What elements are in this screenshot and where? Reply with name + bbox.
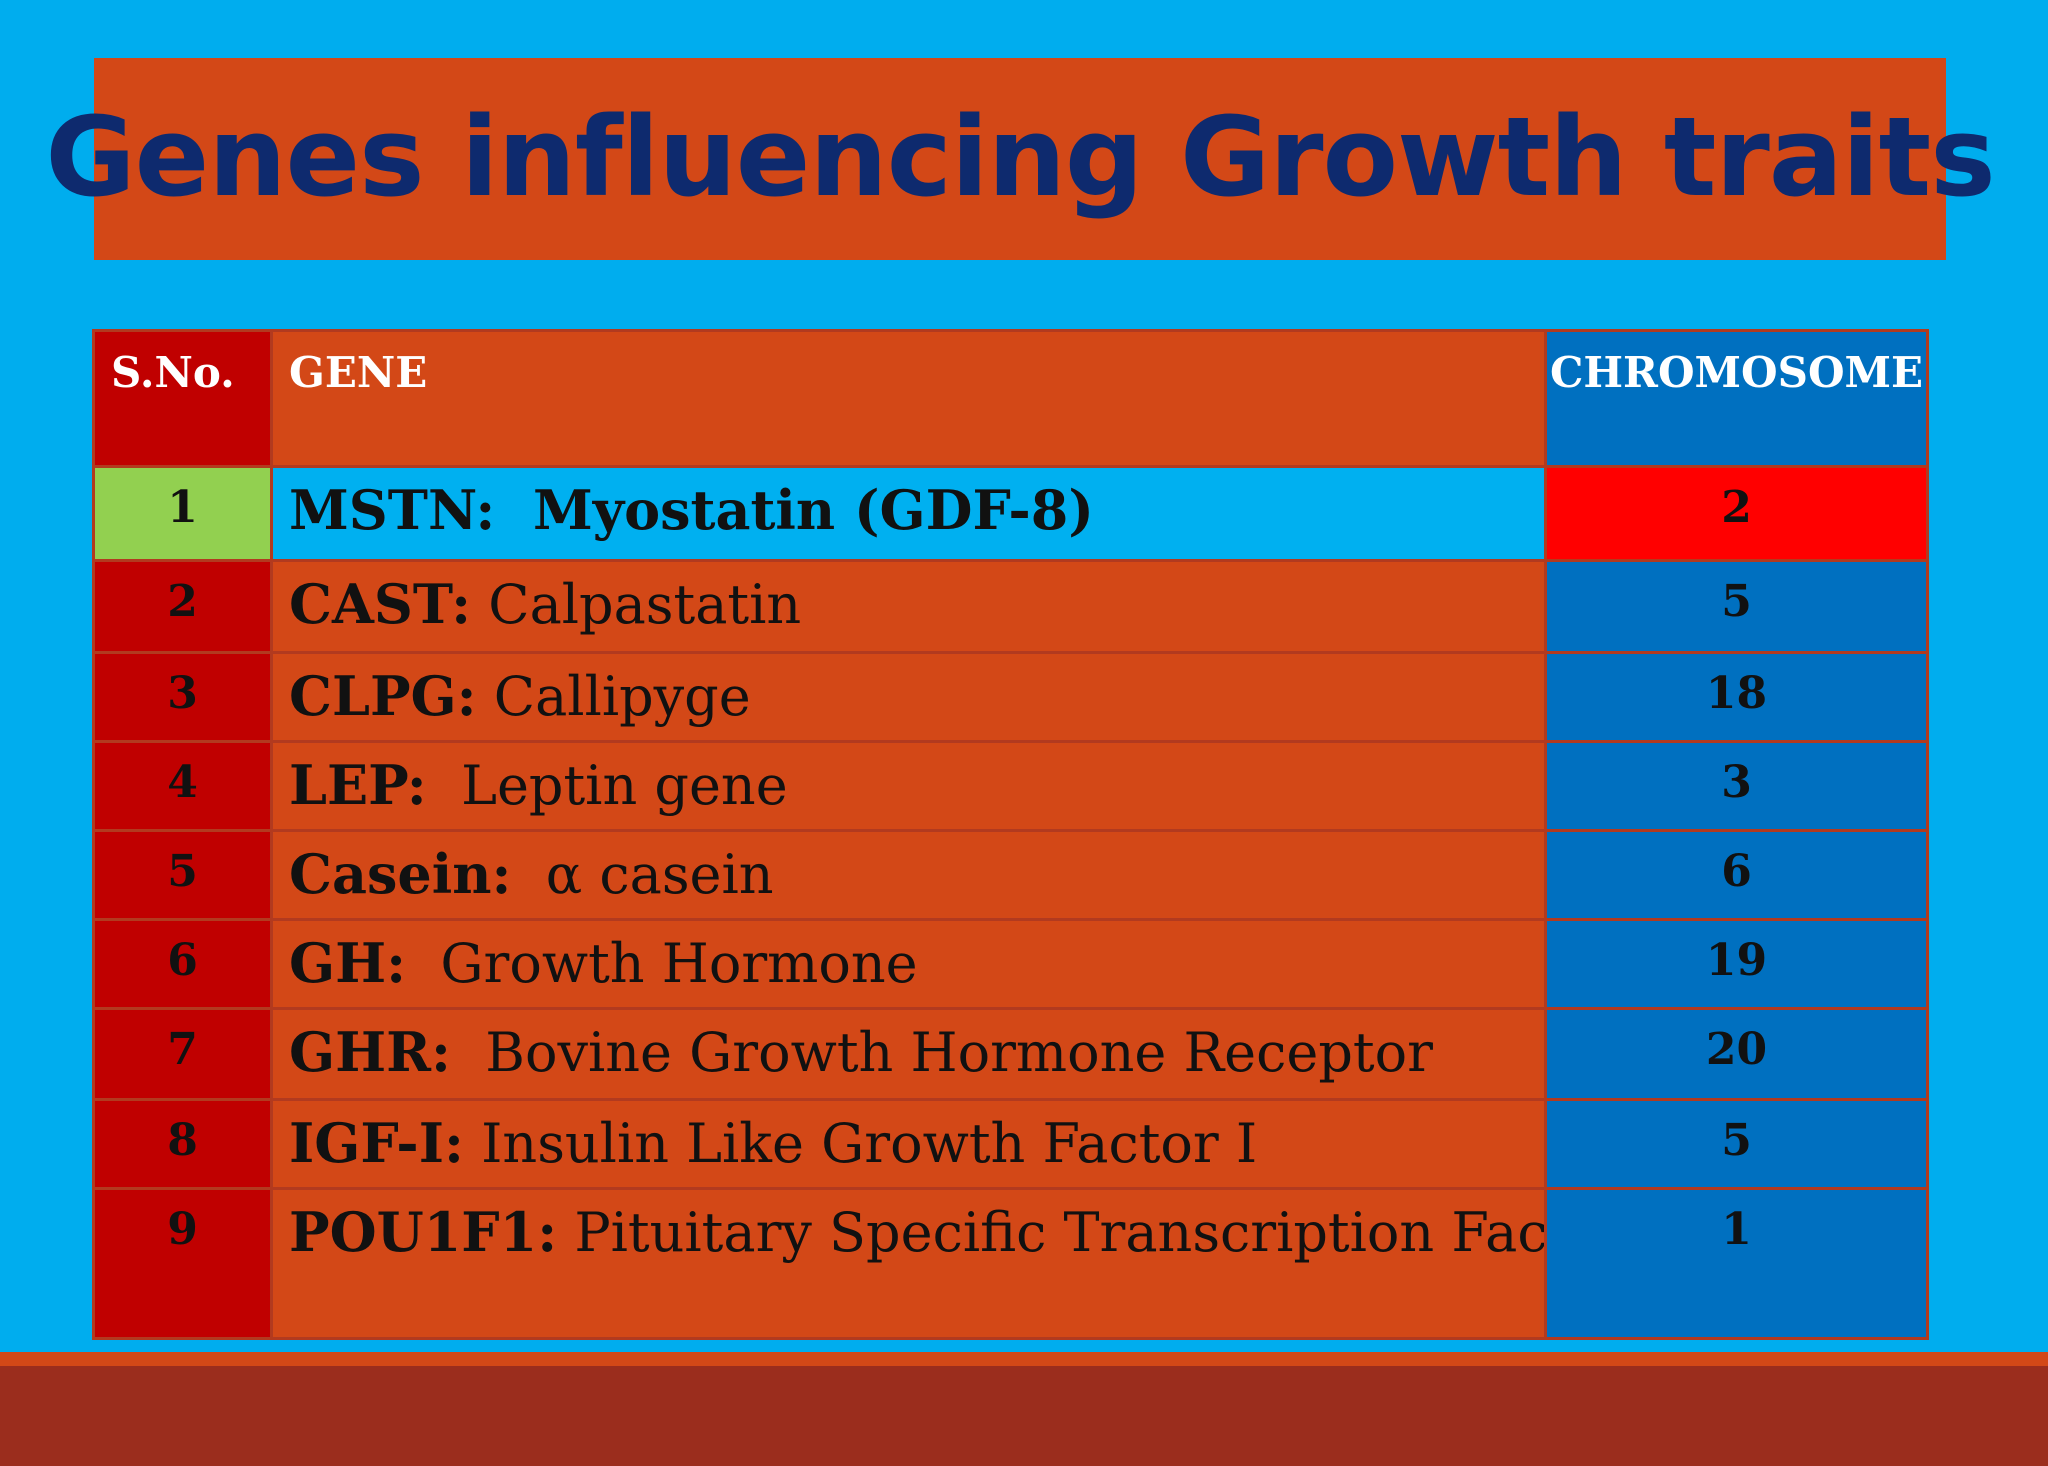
chromosome-value: 18 xyxy=(1705,668,1768,719)
sno-value: 1 xyxy=(167,482,198,533)
table-row: 1 MSTN: Myostatin (GDF-8) 2 xyxy=(92,465,1929,562)
table-row: 8 IGF-I: Insulin Like Growth Factor I 5 xyxy=(92,1098,1929,1190)
gene-name: Insulin Like Growth Factor I xyxy=(481,1112,1258,1175)
gene-code: Casein: xyxy=(289,842,512,906)
header-chromosome: CHROMOSOME xyxy=(1544,329,1929,468)
header-gene-label: GENE xyxy=(289,348,428,397)
sno-value: 5 xyxy=(167,846,198,897)
row-chromosome: 1 xyxy=(1544,1187,1929,1340)
chromosome-value: 19 xyxy=(1705,935,1768,986)
sno-value: 9 xyxy=(167,1204,198,1255)
gene-name: Growth Hormone xyxy=(440,932,918,995)
sno-value: 4 xyxy=(167,757,198,808)
gene-code: POU1F1: xyxy=(289,1200,558,1264)
row-gene: IGF-I: Insulin Like Growth Factor I xyxy=(270,1098,1547,1190)
row-sno: 1 xyxy=(92,465,273,562)
footer-stripe xyxy=(0,1352,2048,1366)
gene-code: CLPG: xyxy=(289,664,477,728)
chromosome-value: 2 xyxy=(1721,482,1752,533)
gene-name: Myostatin (GDF-8) xyxy=(532,478,1094,542)
gene-code: GH: xyxy=(289,931,407,995)
row-sno: 2 xyxy=(92,559,273,654)
gene-code: LEP: xyxy=(289,753,427,817)
row-sno: 6 xyxy=(92,918,273,1010)
sno-value: 6 xyxy=(167,935,198,986)
header-sno-label: S.No. xyxy=(111,348,235,397)
row-gene: GHR: Bovine Growth Hormone Receptor xyxy=(270,1007,1547,1101)
page-title: Genes influencing Growth traits xyxy=(45,93,1995,221)
gene-name: Calpastatin xyxy=(488,573,802,636)
table-row: 2 CAST: Calpastatin 5 xyxy=(92,559,1929,654)
sno-value: 7 xyxy=(167,1024,198,1075)
genes-table: S.No. GENE CHROMOSOME 1 MSTN: Myostatin … xyxy=(92,329,1929,1340)
row-gene: POU1F1: Pituitary Specific Transcription… xyxy=(270,1187,1547,1340)
gene-name: Bovine Growth Hormone Receptor xyxy=(485,1021,1433,1084)
chromosome-value: 5 xyxy=(1721,576,1752,627)
table-row: 4 LEP: Leptin gene 3 xyxy=(92,740,1929,832)
row-sno: 5 xyxy=(92,829,273,921)
row-sno: 3 xyxy=(92,651,273,743)
row-gene: CAST: Calpastatin xyxy=(270,559,1547,654)
row-sno: 8 xyxy=(92,1098,273,1190)
row-chromosome: 2 xyxy=(1544,465,1929,562)
row-sno: 4 xyxy=(92,740,273,832)
sno-value: 8 xyxy=(167,1115,198,1166)
row-gene: LEP: Leptin gene xyxy=(270,740,1547,832)
table-row: 5 Casein: α casein 6 xyxy=(92,829,1929,921)
title-banner: Genes influencing Growth traits xyxy=(45,58,1996,260)
row-gene: GH: Growth Hormone xyxy=(270,918,1547,1010)
chromosome-value: 20 xyxy=(1705,1024,1768,1075)
chromosome-value: 6 xyxy=(1721,846,1752,897)
gene-code: CAST: xyxy=(289,572,472,636)
footer-bar xyxy=(0,1366,2048,1466)
row-chromosome: 20 xyxy=(1544,1007,1929,1101)
gene-name: Pituitary Specific Transcription Factor-… xyxy=(574,1201,1546,1264)
gene-name: α casein xyxy=(545,843,774,906)
row-sno: 7 xyxy=(92,1007,273,1101)
header-sno: S.No. xyxy=(92,329,273,468)
gene-name: Callipyge xyxy=(493,665,751,728)
header-gene: GENE xyxy=(270,329,1547,468)
table-row: 6 GH: Growth Hormone 19 xyxy=(92,918,1929,1010)
row-chromosome: 5 xyxy=(1544,1098,1929,1190)
row-gene: MSTN: Myostatin (GDF-8) xyxy=(270,465,1547,562)
row-chromosome: 5 xyxy=(1544,559,1929,654)
gene-code: IGF-I: xyxy=(289,1111,464,1175)
row-sno: 9 xyxy=(92,1187,273,1340)
row-chromosome: 18 xyxy=(1544,651,1929,743)
sno-value: 3 xyxy=(167,668,198,719)
chromosome-value: 3 xyxy=(1721,757,1752,808)
sno-value: 2 xyxy=(167,576,198,627)
row-chromosome: 19 xyxy=(1544,918,1929,1010)
table-row: 3 CLPG: Callipyge 18 xyxy=(92,651,1929,743)
chromosome-value: 5 xyxy=(1721,1115,1752,1166)
table-row: 7 GHR: Bovine Growth Hormone Receptor 20 xyxy=(92,1007,1929,1101)
gene-name: Leptin gene xyxy=(461,754,788,817)
gene-code: MSTN: xyxy=(289,478,496,542)
header-chromosome-label: CHROMOSOME xyxy=(1549,348,1924,397)
table-header-row: S.No. GENE CHROMOSOME xyxy=(92,329,1929,468)
table-row: 9 POU1F1: Pituitary Specific Transcripti… xyxy=(92,1187,1929,1340)
row-gene: Casein: α casein xyxy=(270,829,1547,921)
row-chromosome: 3 xyxy=(1544,740,1929,832)
gene-code: GHR: xyxy=(289,1020,451,1084)
row-chromosome: 6 xyxy=(1544,829,1929,921)
chromosome-value: 1 xyxy=(1721,1204,1752,1255)
row-gene: CLPG: Callipyge xyxy=(270,651,1547,743)
